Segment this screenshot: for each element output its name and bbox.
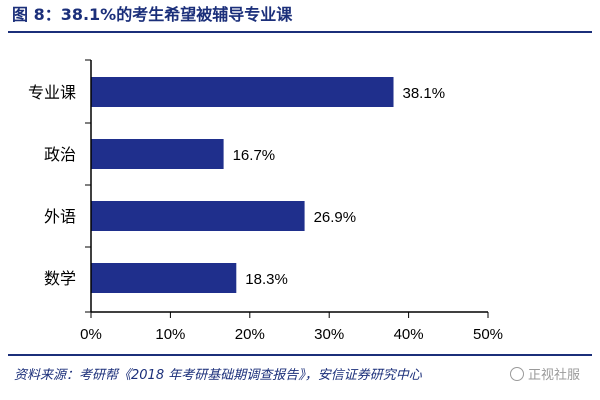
category-label: 外语 bbox=[44, 207, 76, 226]
category-label: 专业课 bbox=[28, 83, 76, 102]
source-note: 资料来源：考研帮《2018 年考研基础期调查报告》，安信证券研究中心 bbox=[14, 368, 422, 383]
bar bbox=[91, 263, 237, 293]
x-tick-label: 20% bbox=[235, 326, 265, 343]
watermark: 正视社服 bbox=[509, 364, 580, 383]
bar bbox=[91, 77, 394, 107]
chart-title: 图 8：38.1%的考生希望被辅导专业课 bbox=[12, 5, 293, 24]
x-tick-label: 30% bbox=[314, 326, 344, 343]
wechat-icon bbox=[509, 366, 524, 381]
data-label: 38.1% bbox=[403, 85, 446, 102]
category-label: 数学 bbox=[44, 269, 76, 288]
bar-chart: 专业课 38.1% 政治 16.7% 外语 26.9% 数学 18.3% 0% 10% 20% 30%… bbox=[28, 59, 503, 343]
footer-divider bbox=[8, 354, 592, 356]
category-label: 政治 bbox=[44, 145, 76, 164]
title-divider bbox=[8, 31, 592, 33]
data-label: 18.3% bbox=[245, 271, 288, 288]
data-label: 26.9% bbox=[314, 209, 357, 226]
x-tick-label: 10% bbox=[155, 326, 185, 343]
x-tick-label: 0% bbox=[80, 326, 102, 343]
bar bbox=[91, 139, 224, 169]
watermark-text: 正视社服 bbox=[527, 368, 580, 383]
x-tick-label: 50% bbox=[473, 326, 503, 343]
bar bbox=[91, 201, 305, 231]
x-tick-label: 40% bbox=[394, 326, 424, 343]
data-label: 16.7% bbox=[233, 147, 276, 164]
